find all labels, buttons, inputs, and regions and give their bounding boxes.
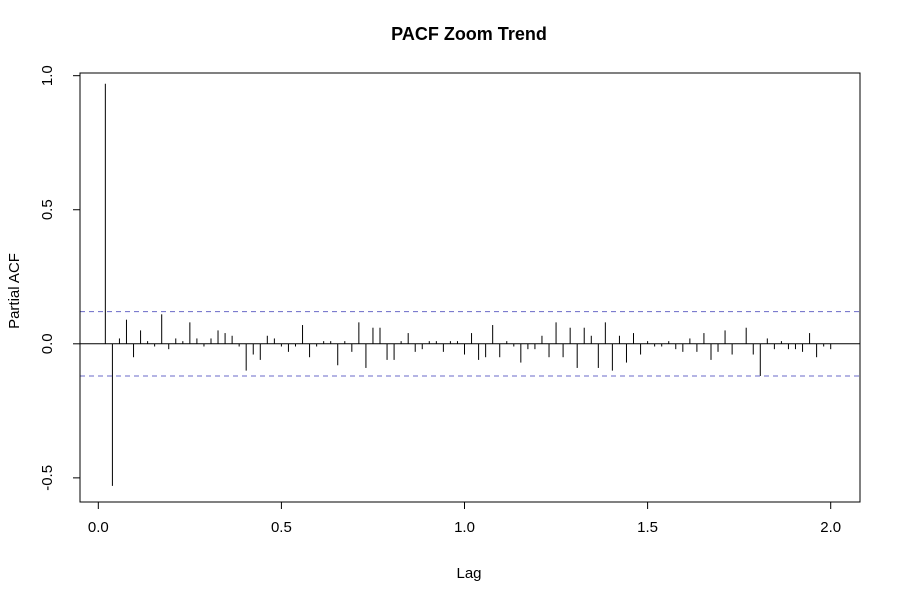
reference-lines [80, 311, 860, 377]
y-tick-label: 0.0 [39, 333, 56, 354]
x-axis: 0.0 0.5 1.0 1.5 2.0 [88, 501, 841, 536]
y-axis-label: Partial ACF [6, 253, 23, 329]
y-tick-label: 0.5 [39, 199, 56, 220]
y-tick-label: 1.0 [39, 65, 56, 86]
pacf-bars [104, 83, 832, 486]
y-axis: -0.5 0.0 0.5 1.0 [39, 65, 81, 491]
chart-title: PACF Zoom Trend [391, 24, 547, 44]
x-axis-label: Lag [456, 565, 481, 582]
x-tick-label: 1.5 [637, 519, 658, 536]
plot-box [79, 72, 861, 503]
x-tick-label: 1.0 [454, 519, 475, 536]
x-tick-label: 0.0 [88, 519, 109, 536]
x-tick-label: 0.5 [271, 519, 292, 536]
x-tick-label: 2.0 [820, 519, 841, 536]
y-tick-label: -0.5 [39, 465, 56, 491]
